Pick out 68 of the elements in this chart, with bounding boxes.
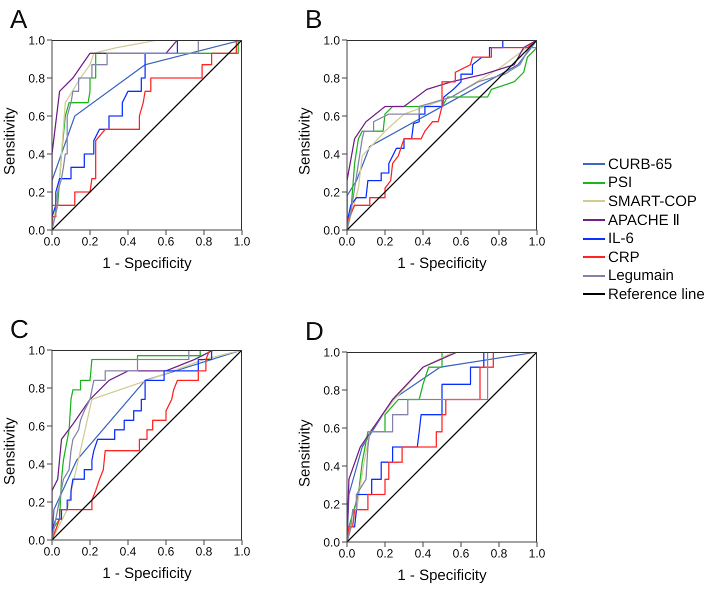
y-axis-title: Sensitivity	[1, 416, 18, 485]
y-tick-label: 0.8	[28, 381, 46, 396]
x-tick-label: 0.2	[82, 234, 99, 249]
y-tick-label: 0.6	[323, 421, 340, 436]
x-tick-label: 1.0	[234, 544, 251, 559]
y-tick-label: 0.0	[323, 223, 340, 238]
chart-title: B	[305, 4, 322, 35]
x-tick-label: 0.0	[44, 234, 61, 249]
legend-label: PSI	[608, 174, 632, 192]
x-axis-title: 1 - Specificity	[102, 565, 192, 582]
y-tick-label: 0.8	[323, 383, 340, 398]
legend-label: SMART-COP	[608, 192, 697, 210]
x-tick-label: 0.8	[196, 234, 213, 249]
x-tick-label: 1.0	[234, 234, 251, 249]
x-tick-label: 0.8	[490, 546, 508, 561]
chart-title: C	[10, 314, 29, 345]
y-tick-label: 0.0	[323, 535, 340, 550]
x-tick-label: 0.0	[44, 544, 61, 559]
x-tick-label: 0.6	[158, 544, 175, 559]
x-tick-label: 1.0	[528, 546, 546, 561]
y-tick-label: 0.2	[28, 495, 46, 510]
y-tick-label: 0.4	[28, 147, 46, 162]
y-tick-label: 0.0	[28, 223, 46, 238]
legend-label: CRP	[608, 248, 640, 266]
legend-label: CURB-65	[608, 156, 672, 173]
x-tick-label: 0.2	[376, 234, 394, 249]
x-tick-label: 0.4	[120, 544, 137, 559]
x-tick-label: 0.8	[196, 544, 213, 559]
x-tick-label: 1.0	[528, 234, 546, 249]
y-axis-title: Sensitivity	[296, 106, 314, 175]
y-tick-label: 1.0	[28, 343, 46, 358]
y-tick-label: 1.0	[28, 33, 46, 48]
chart-title: A	[10, 4, 28, 35]
y-tick-label: 0.4	[28, 457, 46, 472]
y-tick-label: 0.2	[323, 185, 340, 200]
y-tick-label: 0.8	[28, 71, 46, 86]
y-tick-label: 0.6	[323, 109, 340, 124]
legend-label: IL-6	[608, 230, 634, 248]
y-tick-label: 1.0	[323, 345, 340, 360]
x-tick-label: 0.4	[414, 234, 432, 249]
y-tick-label: 0.0	[28, 533, 46, 548]
y-tick-label: 0.4	[323, 147, 340, 162]
y-axis-title: Sensitivity	[296, 418, 314, 487]
y-tick-label: 0.6	[28, 419, 46, 434]
y-tick-label: 1.0	[323, 33, 340, 48]
legend-label: APACHE Ⅱ	[608, 211, 680, 230]
y-tick-label: 0.2	[323, 497, 340, 512]
x-tick-label: 0.8	[490, 234, 508, 249]
chart-title: D	[305, 316, 324, 347]
x-tick-label: 0.6	[158, 234, 175, 249]
x-tick-label: 0.2	[376, 546, 394, 561]
x-tick-label: 0.6	[452, 546, 470, 561]
x-axis-title: 1 - Specificity	[397, 567, 488, 584]
legend-label: Reference line	[608, 286, 705, 303]
x-tick-label: 0.4	[414, 546, 432, 561]
y-tick-label: 0.8	[323, 71, 340, 86]
y-axis-title: Sensitivity	[1, 106, 18, 175]
x-axis-title: 1 - Specificity	[102, 255, 192, 272]
y-tick-label: 0.2	[28, 185, 46, 200]
y-tick-label: 0.4	[323, 459, 340, 474]
x-tick-label: 0.0	[338, 234, 356, 249]
legend-label: Legumain	[608, 267, 674, 284]
x-tick-label: 0.2	[82, 544, 99, 559]
x-tick-label: 0.6	[452, 234, 470, 249]
x-tick-label: 0.4	[120, 234, 137, 249]
x-tick-label: 0.0	[338, 546, 356, 561]
x-axis-title: 1 - Specificity	[397, 255, 488, 272]
y-tick-label: 0.6	[28, 109, 46, 124]
